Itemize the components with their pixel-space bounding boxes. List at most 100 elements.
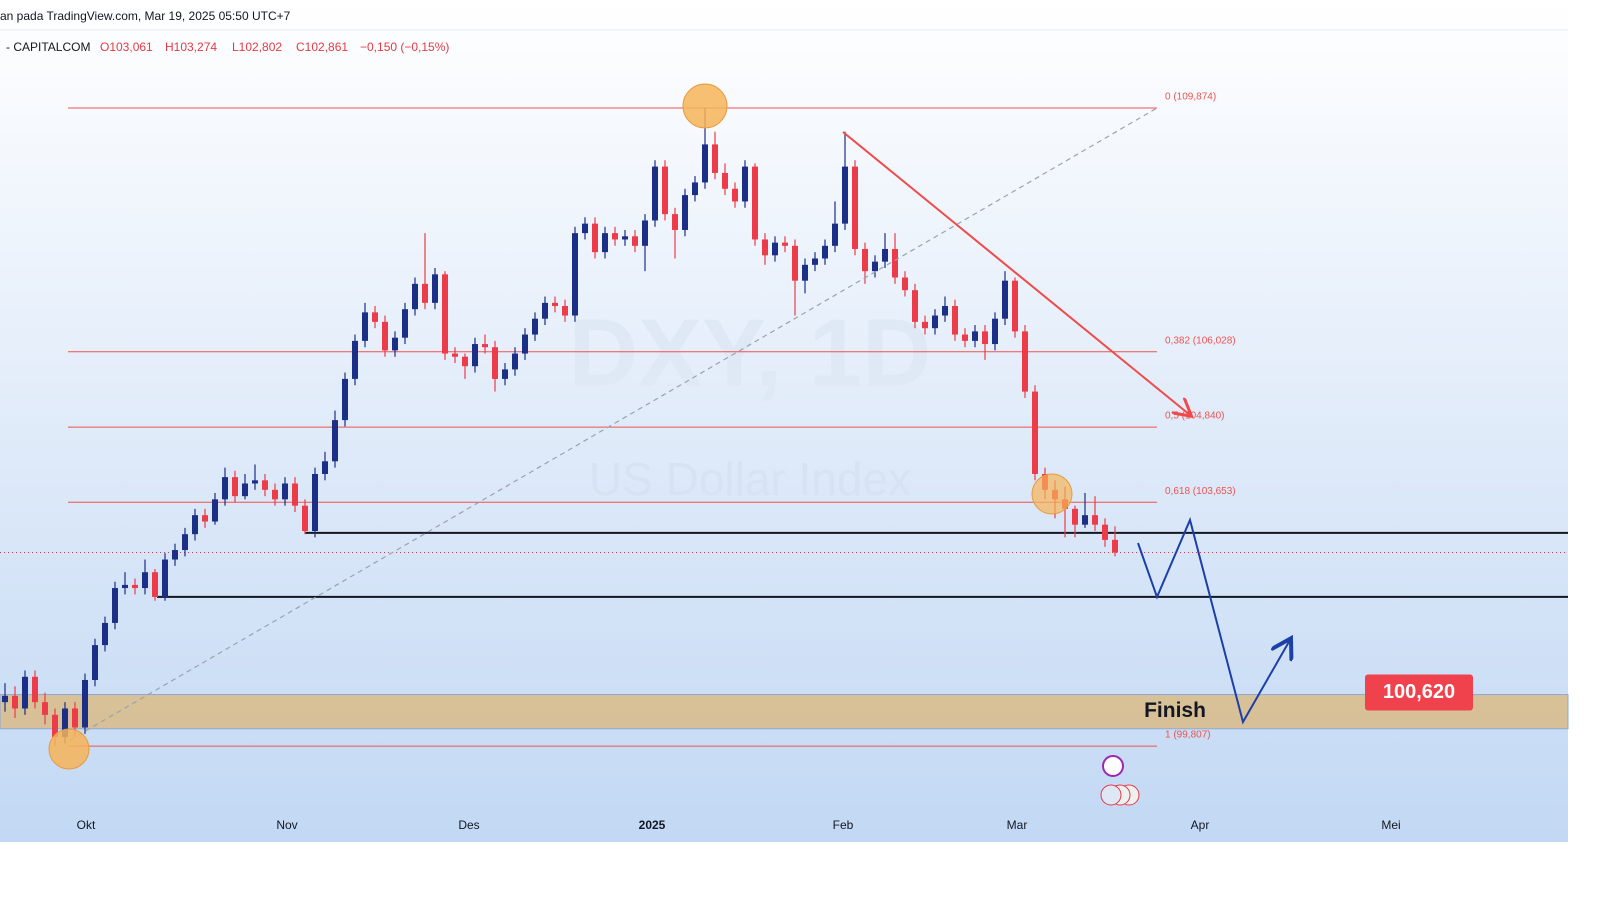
- candle-body: [802, 264, 808, 281]
- candle-body: [952, 306, 958, 335]
- candle-body: [672, 214, 678, 230]
- candle-body: [982, 331, 988, 345]
- x-tick-label: Apr: [1191, 818, 1210, 832]
- candle-body: [812, 258, 818, 265]
- candle-body: [32, 676, 38, 703]
- candle-body: [652, 166, 658, 221]
- projection-path: [1137, 516, 1290, 725]
- highlight-circle: [48, 728, 90, 770]
- candle-body: [1082, 515, 1088, 525]
- candle-body: [572, 233, 578, 316]
- candle-body: [522, 334, 528, 354]
- candle-body: [232, 477, 238, 497]
- highlight-circle: [682, 83, 728, 129]
- trend-line: [842, 131, 1190, 415]
- event-icon: [1102, 755, 1124, 777]
- candle-body: [492, 347, 498, 379]
- candle-body: [822, 245, 828, 259]
- candle-body: [242, 483, 248, 497]
- candle-body: [332, 420, 338, 462]
- candle-body: [792, 245, 798, 281]
- candle-body: [912, 290, 918, 322]
- candle-body: [632, 236, 638, 246]
- fib-label: 0,382 (106,028): [1165, 335, 1236, 346]
- candle-body: [72, 708, 78, 728]
- candle-body: [882, 248, 888, 262]
- candle-body: [712, 144, 718, 173]
- candle-body: [162, 559, 168, 597]
- ohlc-value: −0,150 (−0,15%): [360, 40, 449, 54]
- candle-body: [22, 676, 28, 709]
- ohlc-readout: O103,061 H103,274 L102,802 C102,861 −0,150 (…: [100, 40, 449, 54]
- candle-body: [872, 261, 878, 272]
- trend-dashed: [69, 107, 1158, 741]
- candle-body: [832, 223, 838, 246]
- zone-label: Finish: [1144, 699, 1206, 722]
- candle-body: [322, 461, 328, 474]
- candle-body: [612, 233, 618, 240]
- candle-body: [692, 182, 698, 196]
- candle-body: [132, 584, 138, 589]
- candle-body: [752, 166, 758, 240]
- candle-body: [382, 321, 388, 351]
- candle-body: [932, 315, 938, 329]
- candle-body: [312, 473, 318, 532]
- candle-body: [442, 274, 448, 354]
- candle-body: [592, 223, 598, 253]
- ohlc-value: O103,061: [100, 40, 153, 54]
- target-zone: [0, 694, 1569, 730]
- candle-body: [212, 499, 218, 522]
- candle-body: [842, 166, 848, 224]
- candle-body: [12, 695, 18, 709]
- caption: an pada TradingView.com, Mar 19, 2025 05…: [0, 9, 291, 23]
- x-tick-label: Mar: [1007, 818, 1028, 832]
- candle-body: [972, 331, 978, 341]
- x-tick-label: Mei: [1381, 818, 1400, 832]
- candle-body: [552, 302, 558, 307]
- x-tick-label: Feb: [833, 818, 854, 832]
- candle-body: [402, 309, 408, 338]
- target-label: 100,620: [1383, 681, 1455, 703]
- candle-body: [892, 248, 898, 278]
- x-tick-label: Okt: [77, 818, 96, 832]
- candle-body: [582, 223, 588, 234]
- candle-body: [942, 306, 948, 316]
- candle-body: [992, 318, 998, 345]
- candle-body: [602, 233, 608, 253]
- candle-body: [682, 195, 688, 230]
- candle-body: [1102, 524, 1108, 540]
- candle-body: [122, 584, 128, 589]
- candle-body: [862, 248, 868, 272]
- candle-body: [472, 344, 478, 367]
- fib-label: 0,5 (104,840): [1165, 411, 1225, 422]
- event-icon: [1100, 784, 1122, 806]
- candle-body: [172, 550, 178, 560]
- candle-body: [222, 477, 228, 500]
- candle-body: [502, 369, 508, 379]
- highlight-circle: [1031, 473, 1073, 515]
- candle-body: [762, 239, 768, 256]
- candle-body: [52, 714, 58, 738]
- candle-body: [1032, 391, 1038, 474]
- target-box: [1365, 674, 1473, 711]
- x-tick-label: 2025: [639, 818, 666, 832]
- candle-body: [272, 489, 278, 500]
- candle-body: [142, 572, 148, 589]
- candle-body: [412, 283, 418, 310]
- candle-body: [562, 306, 568, 316]
- candle-body: [292, 483, 298, 506]
- candle-body: [782, 242, 788, 246]
- ohlc-value: C102,861: [296, 40, 348, 54]
- candle-body: [622, 236, 628, 240]
- candle-body: [342, 378, 348, 421]
- candle-body: [702, 144, 708, 183]
- candle-body: [732, 188, 738, 202]
- symbol: - CAPITALCOM: [6, 40, 90, 54]
- candle-body: [262, 480, 268, 490]
- candle-body: [1072, 508, 1078, 525]
- fib-label: 1 (99,807): [1165, 730, 1211, 741]
- candle-body: [352, 340, 358, 379]
- candle-body: [902, 277, 908, 291]
- candle-body: [512, 353, 518, 370]
